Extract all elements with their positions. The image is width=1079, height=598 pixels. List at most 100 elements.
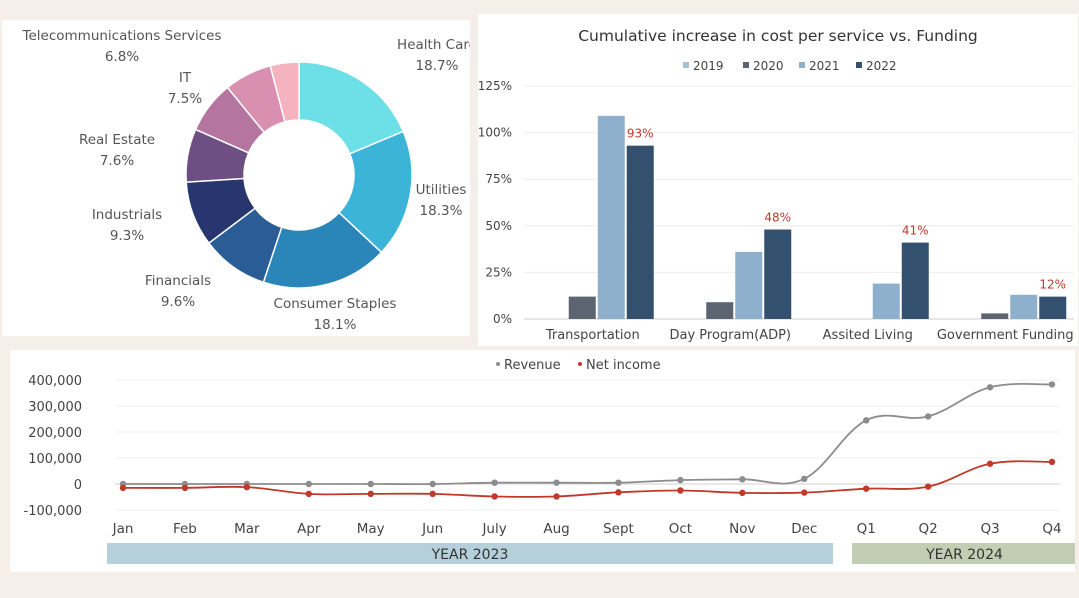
donut-label-financials: Financials	[145, 273, 211, 289]
donut-label-consumer-staples: Consumer Staples	[274, 296, 397, 312]
bar-2020-day-program-adp	[706, 302, 734, 319]
line-point-net-income-july	[491, 493, 498, 500]
bar-2020-government-funding	[981, 313, 1009, 319]
group-label-year-2024: YEAR 2024	[925, 547, 1003, 563]
line-x-tick-label-oct: Oct	[669, 521, 692, 537]
line-point-revenue-nov	[739, 476, 746, 483]
bar-chart-title: Cumulative increase in cost per service …	[578, 27, 978, 45]
legend-marker-2022	[856, 62, 862, 68]
sector-donut-chart: Health Care 18.7% Utilities 18.3% Consumer S…	[22, 28, 470, 333]
line-point-net-income-oct	[677, 487, 684, 494]
legend-label-net-income: Net income	[586, 358, 661, 373]
line-point-net-income-nov	[739, 489, 746, 497]
bar-2020-transportation	[568, 296, 596, 319]
bar-2022-government-funding	[1039, 296, 1067, 319]
donut-label-health-care: Health Care	[397, 37, 470, 53]
donut-value-consumer-staples: 18.1%	[314, 317, 357, 333]
donut-value-financials: 9.6%	[161, 294, 195, 310]
line-x-tick-label-mar: Mar	[234, 521, 260, 537]
cost-funding-bar-panel: Cumulative increase in cost per service …	[478, 14, 1078, 346]
bar-y-tick-label: 75%	[485, 172, 512, 186]
cost-funding-bar-chart: Cumulative increase in cost per service …	[478, 27, 1074, 343]
line-y-tick-label: 0	[74, 478, 82, 493]
line-point-net-income-aug	[553, 493, 560, 500]
legend-marker-2019	[683, 62, 689, 68]
line-y-tick-label: 200,000	[28, 426, 82, 441]
line-point-revenue-jun	[429, 480, 436, 488]
legend-label-2020: 2020	[753, 59, 784, 73]
line-point-revenue-aug	[553, 479, 560, 486]
bar-y-tick-label: 25%	[485, 265, 512, 279]
legend-marker-2020	[743, 62, 749, 68]
bar-2021-assited-living	[872, 283, 900, 319]
donut-value-real-estate: 7.6%	[100, 153, 134, 169]
sector-donut-panel: Health Care 18.7% Utilities 18.3% Consumer S…	[2, 20, 470, 336]
line-point-net-income-jun	[429, 490, 436, 498]
line-x-tick-label-q1: Q1	[857, 521, 876, 537]
group-band-year-2023	[107, 543, 833, 564]
line-series-revenue	[123, 382, 1053, 486]
revenue-income-line-panel: -100,000 0 100,000 200,000 300,000 400,000 Rev…	[10, 350, 1075, 572]
donut-label-utilities: Utilities	[416, 182, 467, 198]
legend-label-2022: 2022	[866, 59, 897, 73]
line-point-net-income-q1	[863, 485, 870, 492]
line-x-tick-label-may: May	[357, 521, 385, 537]
line-point-net-income-may	[367, 490, 374, 498]
line-x-tick-label-jan: Jan	[112, 521, 134, 537]
line-point-net-income-mar	[243, 483, 251, 491]
legend-marker-2021	[799, 62, 805, 68]
line-point-net-income-q2	[924, 483, 932, 490]
line-point-revenue-dec	[801, 475, 808, 482]
line-x-tick-label-dec: Dec	[791, 521, 817, 537]
bar-2021-transportation	[597, 115, 625, 319]
bar-y-tick-label: 0%	[493, 312, 512, 326]
line-x-tick-label-apr: Apr	[297, 521, 321, 537]
line-x-tick-label-feb: Feb	[173, 521, 197, 537]
bar-y-tick-label: 50%	[485, 219, 512, 233]
line-point-revenue-q4	[1048, 381, 1056, 388]
line-series-net-income	[122, 460, 1053, 498]
line-point-revenue-may	[367, 480, 374, 488]
line-point-revenue-q1	[863, 417, 870, 424]
donut-label-real-estate: Real Estate	[79, 132, 155, 148]
line-x-tick-label-jun: Jun	[421, 521, 443, 537]
bar-category-label-day-program-adp: Day Program(ADP)	[669, 328, 791, 343]
line-x-tick-label-q2: Q2	[919, 521, 938, 537]
line-y-tick-label: -100,000	[24, 504, 82, 519]
line-point-net-income-feb	[181, 484, 189, 492]
line-x-tick-label-q4: Q4	[1042, 521, 1061, 537]
bar-category-label-assited-living: Assited Living	[823, 328, 913, 343]
legend-marker-net-income	[578, 362, 582, 366]
line-x-tick-label-sept: Sept	[603, 521, 634, 537]
bar-2022-day-program-adp	[764, 229, 792, 319]
legend-label-revenue: Revenue	[504, 358, 561, 373]
line-point-net-income-dec	[801, 489, 808, 496]
line-y-tick-label: 100,000	[28, 452, 82, 467]
bar-category-label-transportation: Transportation	[545, 328, 640, 343]
donut-slice-unlabeled	[269, 61, 300, 123]
revenue-income-line-chart: -100,000 0 100,000 200,000 300,000 400,000 Rev…	[24, 358, 1075, 564]
line-point-net-income-q4	[1048, 458, 1056, 466]
bar-data-label-government-funding: 12%	[1039, 278, 1066, 292]
bar-2022-assited-living	[901, 242, 929, 319]
legend-label-2021: 2021	[809, 59, 840, 73]
bar-y-tick-label: 100%	[478, 126, 512, 140]
bar-category-label-government-funding: Government Funding	[937, 328, 1074, 343]
donut-value-health-care: 18.7%	[416, 58, 459, 74]
line-y-tick-label: 400,000	[28, 374, 82, 389]
bar-2021-government-funding	[1010, 294, 1038, 319]
line-x-tick-label-nov: Nov	[729, 521, 755, 537]
line-point-net-income-jan	[119, 484, 127, 492]
line-point-net-income-q3	[986, 460, 994, 467]
legend-label-2019: 2019	[693, 59, 724, 73]
line-point-revenue-apr	[305, 480, 312, 488]
donut-label-industrials: Industrials	[92, 207, 162, 223]
donut-value-industrials: 9.3%	[110, 228, 144, 244]
bar-data-label-day-program-adp: 48%	[764, 211, 791, 225]
line-x-tick-label-q3: Q3	[980, 521, 999, 537]
line-y-tick-label: 300,000	[28, 400, 82, 415]
line-point-revenue-q2	[924, 413, 932, 420]
line-point-revenue-oct	[677, 476, 684, 484]
bar-2022-transportation	[626, 145, 654, 319]
donut-label-it: IT	[179, 70, 192, 86]
